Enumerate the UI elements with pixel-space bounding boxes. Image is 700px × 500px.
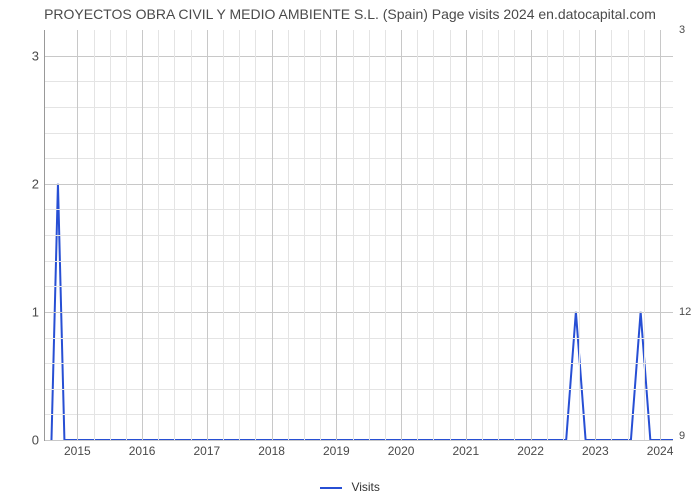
x-tick-label: 2019 — [323, 440, 350, 458]
x-tick-label: 2022 — [517, 440, 544, 458]
chart-container: PROYECTOS OBRA CIVIL Y MEDIO AMBIENTE S.… — [0, 0, 700, 500]
legend-swatch — [320, 487, 342, 489]
y2-tick-label: 9 — [673, 430, 685, 442]
x-tick-label: 2024 — [647, 440, 674, 458]
x-tick-label: 2017 — [193, 440, 220, 458]
legend: Visits — [0, 480, 700, 494]
y2-tick-label: 3 — [673, 24, 685, 36]
y-tick-label: 0 — [32, 433, 45, 448]
y-tick-label: 3 — [32, 48, 45, 63]
x-tick-label: 2023 — [582, 440, 609, 458]
x-tick-label: 2020 — [388, 440, 415, 458]
x-tick-label: 2015 — [64, 440, 91, 458]
x-tick-label: 2016 — [129, 440, 156, 458]
chart-title: PROYECTOS OBRA CIVIL Y MEDIO AMBIENTE S.… — [0, 6, 700, 22]
x-tick-label: 2018 — [258, 440, 285, 458]
y-tick-label: 2 — [32, 176, 45, 191]
x-tick-label: 2021 — [452, 440, 479, 458]
y2-tick-label: 12 — [673, 306, 691, 318]
legend-label: Visits — [351, 480, 379, 494]
y-tick-label: 1 — [32, 304, 45, 319]
plot-area: 0123912320152016201720182019202020212022… — [44, 30, 673, 441]
